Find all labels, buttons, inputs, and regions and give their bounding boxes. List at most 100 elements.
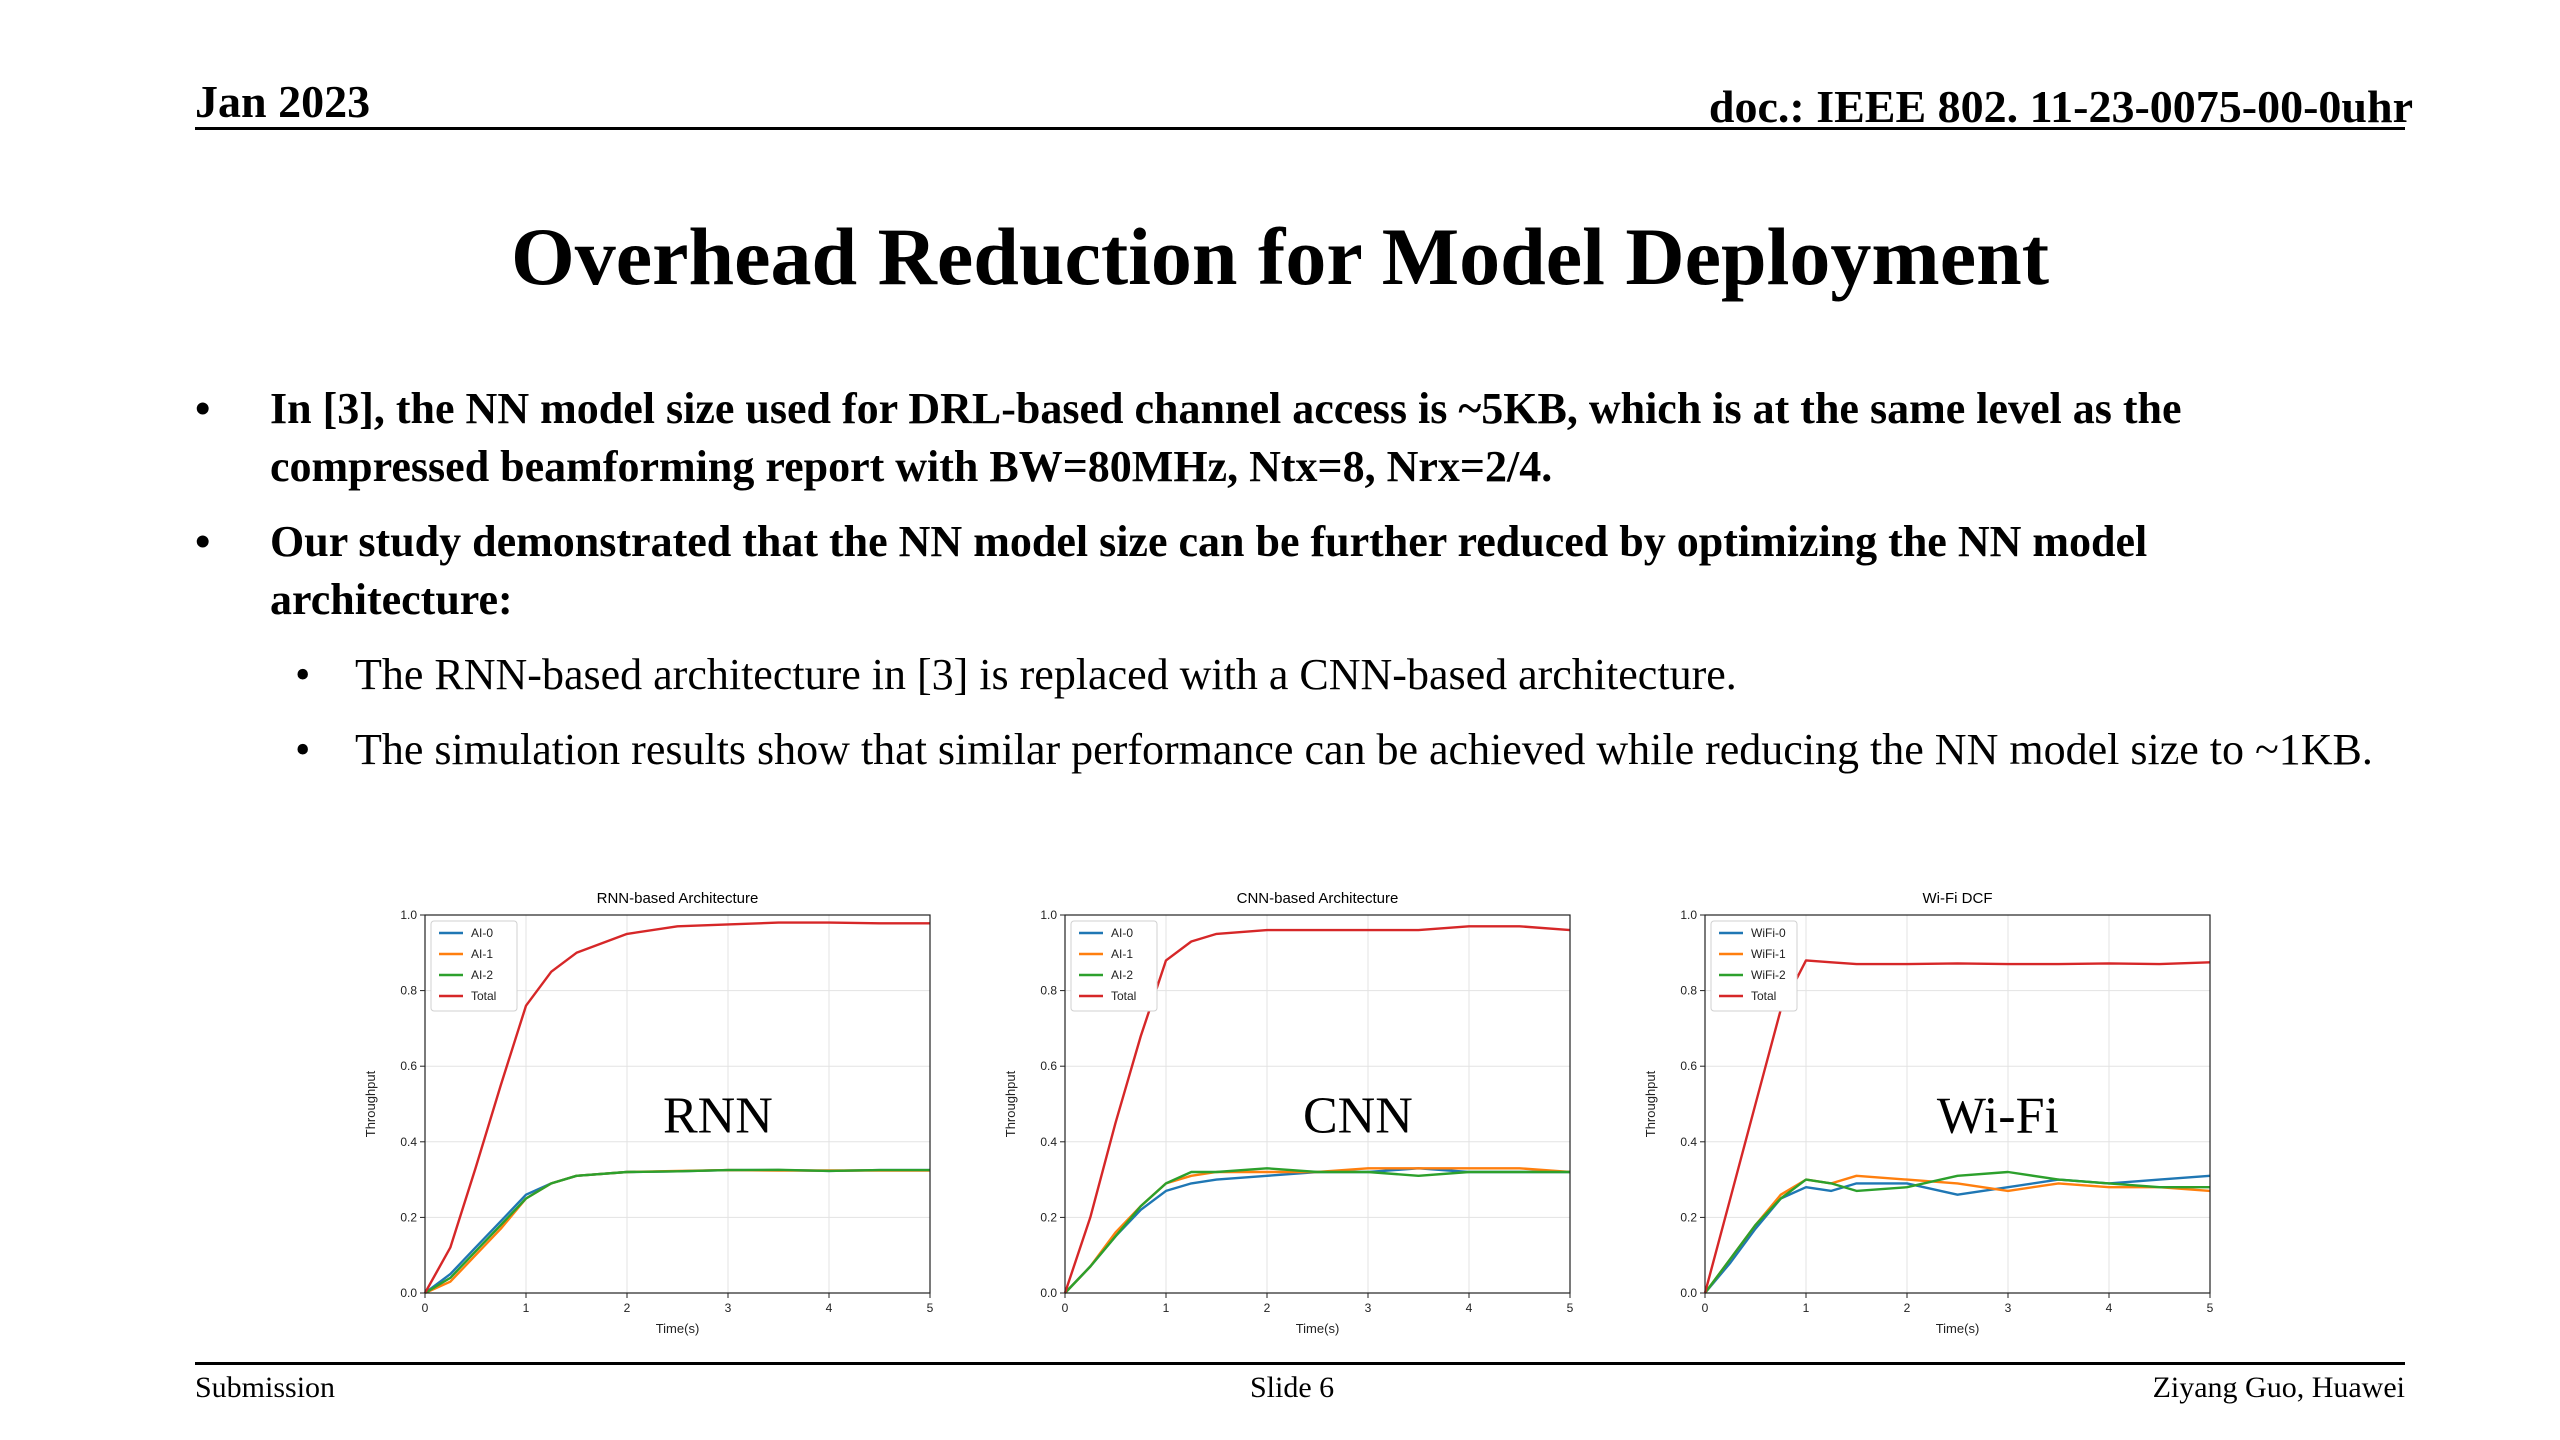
series-line — [424, 1168, 930, 1294]
legend-label: Total — [1111, 989, 1136, 1003]
x-tick-label: 4 — [826, 1301, 833, 1315]
series-line — [424, 1168, 930, 1295]
bullet-list: • In [3], the NN model size used for DRL… — [195, 380, 2395, 796]
legend-label: Total — [471, 989, 496, 1003]
chart-title: RNN-based Architecture — [597, 890, 759, 907]
x-tick-label: 3 — [725, 1301, 732, 1315]
cnn-chart: CNN-based Architecture 0 1 2 3 4 5 0.0 0.2 0.4 0.6… — [1003, 890, 1574, 1336]
y-tick-label: 0.8 — [1040, 984, 1057, 998]
y-tick-label: 0.8 — [400, 984, 417, 998]
x-tick-label: 2 — [624, 1301, 631, 1315]
chart-overlay-label: CNN — [1303, 1087, 1413, 1144]
y-tick-label: 0.4 — [400, 1135, 417, 1149]
y-tick-label: 0.4 — [1040, 1135, 1057, 1149]
legend-label: AI-2 — [471, 968, 493, 982]
x-tick-label: 0 — [422, 1301, 429, 1315]
legend-label: AI-1 — [1111, 947, 1133, 961]
x-tick-label: 0 — [1702, 1301, 1709, 1315]
wifi-chart: Wi-Fi DCF 0 1 2 3 4 5 0.0 0.2 0.4 0.6 0.8 1.0 Time(s)… — [1643, 890, 2214, 1336]
legend-label: Total — [1751, 989, 1776, 1003]
bullet-dot: • — [295, 725, 311, 774]
bullet-dot: • — [195, 517, 211, 566]
header-doc-id: doc.: IEEE 802. 11-23-0075-00-0uhr — [1708, 81, 2413, 132]
y-tick-label: 0.2 — [400, 1210, 417, 1224]
x-tick-label: 0 — [1062, 1301, 1069, 1315]
legend-label: AI-0 — [471, 926, 493, 940]
x-axis-label: Time(s) — [1296, 1321, 1340, 1336]
series-line — [1064, 1167, 1571, 1294]
y-tick-label: 0.0 — [1680, 1286, 1697, 1300]
x-tick-label: 1 — [523, 1301, 530, 1315]
series-line — [1704, 1174, 2211, 1294]
slide-title: Overhead Reduction for Model Deployment — [510, 211, 2050, 302]
x-tick-label: 2 — [1904, 1301, 1911, 1315]
series-line — [1703, 959, 2211, 1294]
chart-title: Wi-Fi DCF — [1923, 890, 1993, 907]
y-tick-label: 0.6 — [1040, 1059, 1057, 1073]
bullet-dot: • — [195, 384, 211, 433]
y-tick-label: 1.0 — [1680, 908, 1697, 922]
rnn-chart: RNN-based Architecture 0 1 2 3 4 5 0.0 0.2 0.4 0.6… — [363, 890, 934, 1336]
x-tick-label: 1 — [1803, 1301, 1810, 1315]
legend-label: AI-1 — [471, 947, 493, 961]
plot-frame — [424, 914, 931, 1294]
x-tick-label: 4 — [1466, 1301, 1473, 1315]
y-tick-label: 1.0 — [400, 908, 417, 922]
legend-box — [430, 920, 518, 1012]
chart-overlay-label: Wi-Fi — [1937, 1087, 2059, 1144]
footer-author: Ziyang Guo, Huawei — [2152, 1371, 2405, 1404]
y-tick-label: 0.8 — [1680, 984, 1697, 998]
legend-box — [1070, 920, 1158, 1012]
y-tick-label: 0.4 — [1680, 1135, 1697, 1149]
legend-box — [1710, 920, 1798, 1012]
header-rule — [195, 127, 2405, 130]
y-tick-label: 0.0 — [1040, 1286, 1057, 1300]
sub-bullet-item: • The simulation results show that simil… — [195, 721, 2395, 779]
series-line — [1704, 1170, 2210, 1294]
x-axis-label: Time(s) — [656, 1321, 700, 1336]
x-tick-label: 5 — [927, 1301, 934, 1315]
x-tick-label: 5 — [1567, 1301, 1574, 1315]
y-axis-label: Throughput — [1003, 1070, 1018, 1137]
legend-label: AI-0 — [1111, 926, 1133, 940]
plot-frame — [1704, 914, 2211, 1294]
series-line — [1064, 1167, 1570, 1294]
y-tick-label: 0.2 — [1680, 1210, 1697, 1224]
chart-title: CNN-based Architecture — [1237, 890, 1399, 907]
series-line — [1064, 1167, 1570, 1294]
series-line — [423, 921, 930, 1294]
legend-label: WiFi-1 — [1751, 947, 1786, 961]
x-tick-label: 5 — [2207, 1301, 2214, 1315]
header-date: Jan 2023 — [195, 76, 371, 127]
bullet-text: Our study demonstrated that the NN model… — [270, 517, 2148, 624]
series-line — [1063, 925, 1571, 1294]
bullet-text: The simulation results show that similar… — [355, 725, 2373, 774]
y-tick-label: 0.2 — [1040, 1210, 1057, 1224]
x-tick-label: 1 — [1163, 1301, 1170, 1315]
legend-label: AI-2 — [1111, 968, 1133, 982]
bullet-text: In [3], the NN model size used for DRL-b… — [270, 384, 2182, 491]
x-tick-label: 4 — [2106, 1301, 2113, 1315]
y-tick-label: 0.6 — [1680, 1059, 1697, 1073]
sub-bullet-item: • The RNN-based architecture in [3] is r… — [195, 646, 2395, 704]
plot-frame — [1064, 914, 1571, 1294]
y-axis-label: Throughput — [363, 1070, 378, 1137]
charts-row: RNN-based Architecture 0 1 2 3 4 5 0.0 0.2 0.4 0.6… — [355, 885, 2255, 1345]
y-tick-label: 0.0 — [400, 1286, 417, 1300]
legend-label: WiFi-2 — [1751, 968, 1786, 982]
bullet-item: • In [3], the NN model size used for DRL… — [195, 380, 2395, 496]
legend-label: WiFi-0 — [1751, 926, 1786, 940]
bullet-item: • Our study demonstrated that the NN mod… — [195, 513, 2395, 629]
bullet-dot: • — [295, 650, 311, 699]
chart-overlay-label: RNN — [663, 1087, 773, 1144]
footer-submission: Submission — [195, 1371, 336, 1404]
series-line — [424, 1168, 930, 1295]
y-tick-label: 1.0 — [1040, 908, 1057, 922]
bullet-text: The RNN-based architecture in [3] is rep… — [355, 650, 1737, 699]
x-tick-label: 3 — [2005, 1301, 2012, 1315]
y-tick-label: 0.6 — [400, 1059, 417, 1073]
footer-rule — [195, 1362, 2405, 1365]
y-axis-label: Throughput — [1643, 1070, 1658, 1137]
x-tick-label: 3 — [1365, 1301, 1372, 1315]
x-axis-label: Time(s) — [1936, 1321, 1980, 1336]
